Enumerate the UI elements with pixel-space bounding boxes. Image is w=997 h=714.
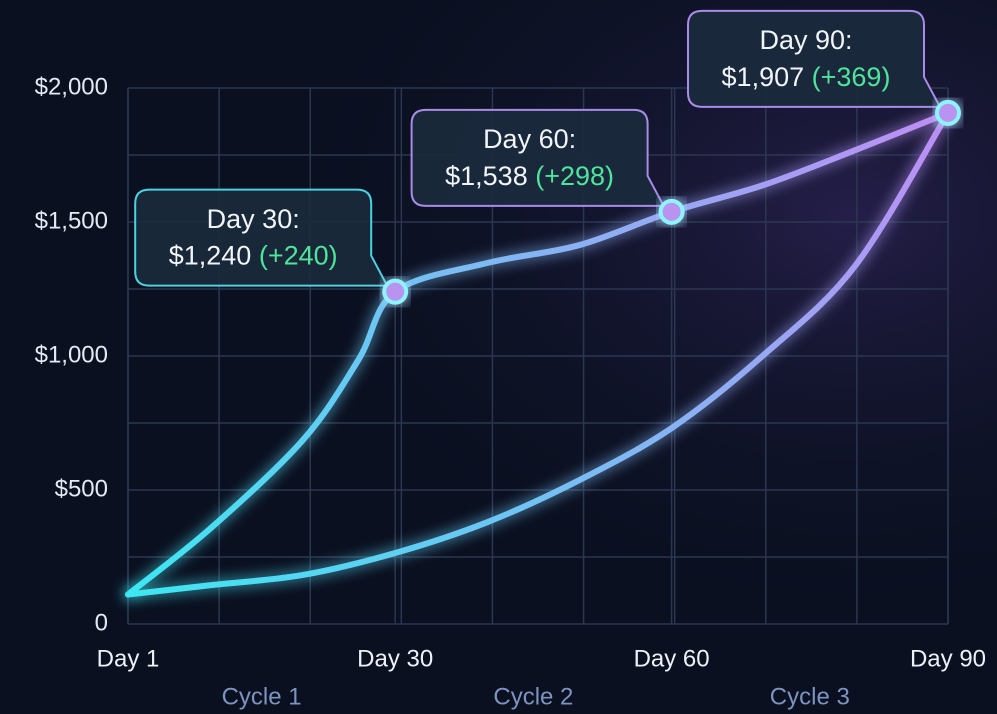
- series-line: [125, 109, 951, 598]
- callout-box: [410, 108, 666, 207]
- cycle-label: Cycle 3: [770, 683, 850, 710]
- x-tick-label: Day 60: [634, 645, 710, 672]
- cycle-label: Cycle 1: [222, 683, 302, 710]
- x-tick-label: Day 30: [357, 645, 433, 672]
- series-line: [125, 109, 951, 598]
- x-tick-label: Day 90: [910, 645, 986, 672]
- y-tick-label: 0: [95, 609, 108, 636]
- callout-change: (+369): [812, 62, 891, 92]
- cycle-label: Cycle 2: [493, 683, 573, 710]
- callout-title: Day 60:: [483, 124, 576, 154]
- callout-title: Day 90:: [759, 25, 852, 55]
- data-point: [658, 198, 685, 225]
- y-tick-label: $1,000: [35, 341, 108, 368]
- callout-value: $1,907 (+369): [722, 62, 891, 92]
- callout-title: Day 30:: [207, 204, 300, 234]
- callout-value: $1,240 (+240): [169, 241, 338, 271]
- callout-amount: $1,240: [169, 241, 252, 271]
- callout-change: (+240): [259, 241, 338, 271]
- y-tick-label: $2,000: [35, 73, 108, 100]
- y-tick-label: $500: [55, 475, 108, 502]
- callout-box: [687, 9, 942, 108]
- callout-amount: $1,538: [445, 161, 528, 191]
- callout-amount: $1,907: [722, 62, 805, 92]
- callout-value: $1,538 (+298): [445, 161, 614, 191]
- callout-change: (+298): [535, 161, 614, 191]
- callout-box: [134, 188, 389, 287]
- data-point: [382, 278, 409, 305]
- x-tick-label: Day 1: [97, 645, 160, 672]
- data-point: [935, 99, 961, 126]
- y-tick-label: $1,500: [35, 207, 108, 234]
